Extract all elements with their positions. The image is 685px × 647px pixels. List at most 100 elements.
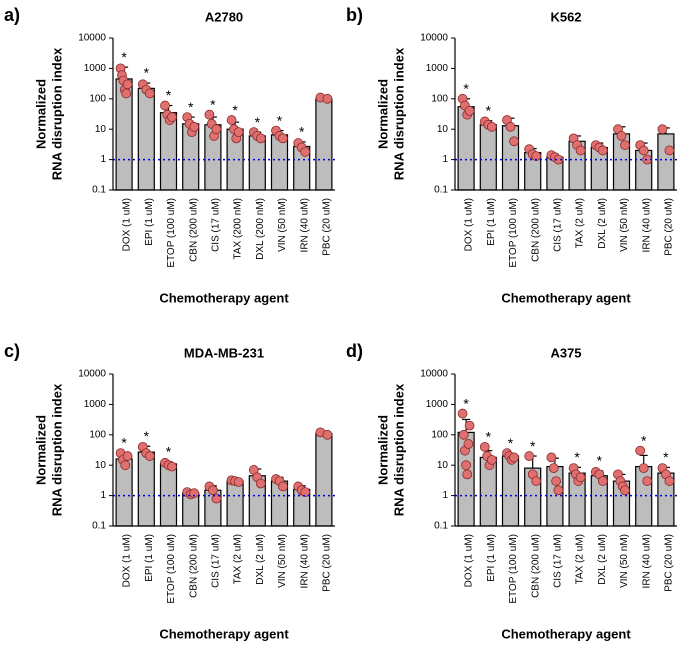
- y-tick-label: 100: [431, 93, 448, 104]
- data-point: [462, 469, 473, 480]
- data-point: [664, 145, 675, 156]
- data-point: [531, 476, 542, 486]
- significance-marker: *: [597, 453, 603, 469]
- significance-marker: *: [463, 395, 469, 411]
- x-tick-label: DOX (1 uM): [122, 534, 133, 587]
- bar: [501, 125, 520, 191]
- data-point: [322, 429, 333, 440]
- data-point: [553, 485, 564, 496]
- data-point: [575, 472, 586, 483]
- x-tick-label: DXL (200 nM): [255, 198, 266, 260]
- y-tick-label: 10: [95, 460, 107, 471]
- y-tick-label: 100: [89, 429, 106, 440]
- bar: [137, 87, 155, 191]
- data-point: [524, 451, 535, 461]
- data-point: [635, 445, 646, 456]
- data-point: [144, 88, 155, 99]
- data-point: [509, 452, 519, 463]
- x-tick-label: TAX (2 uM): [575, 534, 586, 584]
- x-tick-label: DOX (1 uM): [122, 198, 133, 251]
- bar: [248, 135, 266, 191]
- bar: [501, 455, 520, 527]
- data-point: [597, 476, 608, 486]
- x-tick-label: CIS (17 uM): [553, 534, 564, 588]
- x-tick-label: DXL (2 uM): [597, 198, 608, 249]
- y-axis-title: RNA disruption index: [49, 47, 64, 180]
- panel-label: c): [4, 341, 20, 361]
- x-tick-label: PBC (20 uM): [664, 198, 675, 256]
- x-tick-label: EPI (1 uM): [144, 534, 155, 582]
- chart-title: A2780: [205, 9, 243, 24]
- x-tick-label: IRN (40 uM): [641, 534, 652, 588]
- x-tick-label: DOX (1 uM): [464, 198, 475, 251]
- significance-marker: *: [486, 102, 492, 118]
- x-axis-title: Chemotherapy agent: [501, 626, 631, 641]
- significance-marker: *: [121, 49, 127, 65]
- significance-marker: *: [255, 114, 261, 130]
- significance-marker: *: [188, 99, 194, 115]
- x-tick-label: EPI (1 uM): [144, 198, 155, 246]
- x-tick-label: PBC (20 uM): [322, 198, 333, 256]
- y-tick-label: 1: [442, 490, 448, 501]
- x-tick-label: CIS (17 uM): [553, 198, 564, 252]
- data-point: [531, 151, 542, 162]
- y-tick-label: 0.1: [92, 185, 106, 196]
- y-axis-title: RNA disruption index: [391, 47, 406, 180]
- x-tick-label: VIN (50 nM): [277, 198, 288, 252]
- significance-marker: *: [463, 81, 469, 97]
- significance-marker: *: [232, 102, 238, 118]
- significance-marker: *: [277, 112, 283, 128]
- x-tick-label: TAX (2 uM): [575, 198, 586, 248]
- data-point: [597, 145, 608, 156]
- data-point: [167, 461, 177, 472]
- x-tick-label: CIS (17 uM): [211, 198, 222, 252]
- data-point: [486, 121, 497, 132]
- data-point: [160, 100, 170, 111]
- x-tick-label: DOX (1 uM): [464, 534, 475, 587]
- data-point: [278, 133, 288, 144]
- data-point: [167, 112, 177, 123]
- x-tick-label: VIN (50 nM): [619, 198, 630, 252]
- bar: [315, 432, 333, 527]
- bar: [137, 451, 155, 527]
- y-axis-title: Normalized: [375, 415, 390, 485]
- chart-title: K562: [550, 9, 581, 24]
- data-point: [638, 145, 649, 156]
- data-point: [548, 463, 559, 474]
- y-tick-label: 1: [100, 490, 106, 501]
- x-tick-label: VIN (50 nM): [619, 534, 630, 588]
- x-tick-label: PBC (20 uM): [664, 534, 675, 592]
- chart-title: A375: [550, 345, 581, 360]
- significance-marker: *: [486, 429, 492, 445]
- data-point: [207, 485, 218, 496]
- data-point: [233, 127, 244, 138]
- significance-marker: *: [144, 65, 150, 81]
- data-point: [657, 124, 668, 135]
- x-tick-label: DXL (2 uM): [597, 534, 608, 585]
- data-point: [122, 451, 133, 461]
- x-tick-label: CBN (200 uM): [530, 534, 541, 598]
- data-point: [189, 488, 200, 499]
- significance-marker: *: [210, 96, 216, 112]
- y-tick-label: 10000: [78, 33, 106, 44]
- x-tick-label: TAX (2 uM): [233, 534, 244, 584]
- data-point: [226, 115, 237, 125]
- data-point: [144, 451, 155, 461]
- data-point: [509, 136, 519, 147]
- data-point: [505, 121, 516, 132]
- x-tick-label: DXL (2 uM): [255, 534, 266, 585]
- significance-marker: *: [530, 438, 536, 454]
- x-tick-label: PBC (20 uM): [322, 534, 333, 592]
- x-tick-label: ETOP (100 uM): [508, 198, 519, 268]
- data-point: [300, 487, 311, 498]
- significance-marker: *: [166, 443, 172, 459]
- data-point: [189, 121, 200, 132]
- bar: [315, 98, 333, 191]
- data-point: [255, 478, 266, 489]
- bar: [635, 465, 653, 527]
- y-axis-title: Normalized: [33, 415, 48, 485]
- data-point: [479, 441, 490, 452]
- significance-marker: *: [508, 435, 514, 451]
- y-tick-label: 0.1: [434, 185, 448, 196]
